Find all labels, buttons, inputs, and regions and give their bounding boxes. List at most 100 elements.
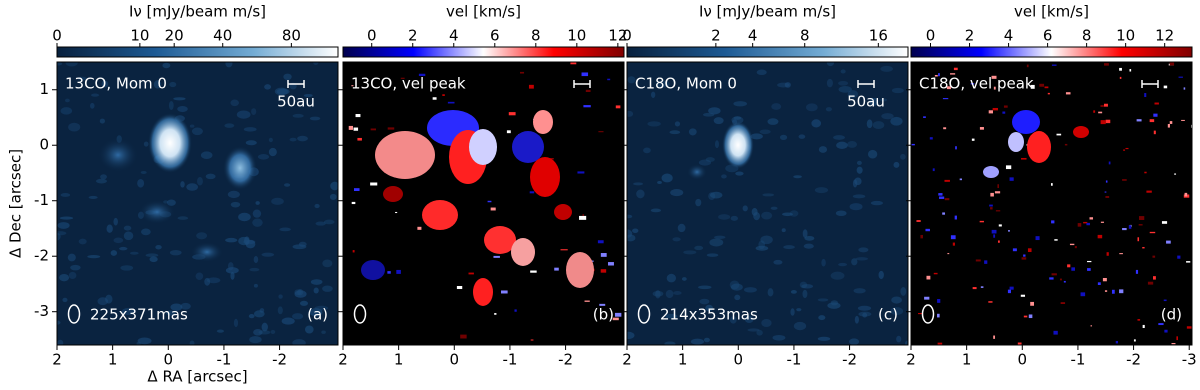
noise [78, 238, 87, 245]
noise [1176, 336, 1179, 341]
noise [315, 221, 326, 226]
colorbar-tick-label: 4 [1004, 27, 1014, 45]
noise [252, 209, 262, 218]
noise [938, 73, 940, 77]
noise [577, 171, 585, 174]
x-tick-label: -2 [842, 351, 857, 369]
image-background [911, 62, 1192, 345]
noise [925, 228, 930, 232]
y-axis-label: Δ Dec [arcsec] [7, 149, 25, 258]
noise [995, 210, 1001, 212]
noise [1030, 84, 1035, 89]
noise [830, 271, 845, 280]
noise [677, 223, 686, 233]
noise [929, 137, 933, 140]
noise [1169, 121, 1173, 124]
noise [279, 227, 291, 232]
noise [744, 315, 754, 324]
noise [289, 137, 297, 142]
noise [1087, 260, 1092, 263]
noise [608, 262, 614, 266]
noise [1106, 252, 1109, 256]
noise [880, 65, 893, 72]
noise [264, 84, 272, 90]
noise [790, 308, 795, 316]
noise [353, 127, 359, 131]
noise [817, 298, 829, 302]
noise [838, 80, 849, 86]
noise [674, 121, 681, 127]
noise [205, 173, 216, 180]
noise [947, 253, 950, 255]
noise [216, 329, 224, 333]
noise [600, 269, 607, 273]
noise [673, 291, 682, 295]
noise [173, 97, 186, 101]
noise [756, 329, 763, 336]
beam-label: 214x353mas [660, 306, 758, 324]
noise [225, 267, 239, 274]
noise [1100, 221, 1104, 223]
noise [1133, 339, 1136, 342]
noise [735, 171, 744, 176]
noise [1119, 289, 1124, 294]
x-tick-label: -3 [1182, 351, 1197, 369]
noise [170, 303, 183, 311]
noise [432, 97, 437, 100]
colorbar-label: vel [km/s] [446, 3, 521, 21]
noise [835, 210, 847, 217]
velocity-patch [566, 252, 594, 288]
noise [607, 78, 611, 81]
noise [140, 170, 147, 174]
colorbar-tick-label: 10 [567, 27, 586, 45]
colorbar [56, 46, 339, 58]
beam [921, 304, 935, 324]
noise [779, 134, 788, 140]
noise [849, 338, 860, 345]
noise [838, 86, 852, 93]
colorbar-label: vel [km/s] [1014, 3, 1089, 21]
noise [855, 257, 869, 261]
noise [991, 229, 997, 234]
noise [672, 237, 681, 242]
noise [713, 117, 724, 125]
noise [918, 313, 923, 315]
noise [975, 259, 981, 262]
noise [1009, 177, 1014, 181]
noise [153, 80, 162, 89]
panel-label: (d) [1161, 306, 1182, 324]
noise [395, 211, 398, 214]
noise [632, 228, 639, 234]
noise [1161, 221, 1168, 224]
noise [709, 238, 724, 247]
x-axis-label: Δ RA [arcsec] [147, 368, 247, 386]
noise [1166, 240, 1171, 244]
beam-label: 225x371mas [90, 306, 188, 324]
noise [1115, 340, 1119, 344]
noise [387, 271, 391, 274]
noise [1104, 191, 1107, 193]
noise [195, 272, 204, 281]
noise [767, 118, 779, 125]
noise [826, 78, 833, 88]
noise [244, 236, 250, 245]
x-tick-label: -1 [786, 351, 801, 369]
noise [1123, 149, 1126, 151]
noise [926, 275, 931, 280]
noise [189, 340, 195, 345]
noise [1186, 326, 1192, 329]
noise [276, 88, 290, 95]
noise [920, 234, 923, 239]
velocity-patch [422, 200, 458, 230]
noise [1125, 147, 1129, 150]
noise [1128, 225, 1132, 229]
noise [802, 229, 808, 238]
noise [579, 215, 587, 220]
noise [313, 287, 319, 294]
noise [932, 168, 935, 172]
noise [952, 242, 955, 246]
noise [1044, 86, 1049, 89]
noise [1002, 111, 1006, 114]
noise [110, 250, 118, 256]
